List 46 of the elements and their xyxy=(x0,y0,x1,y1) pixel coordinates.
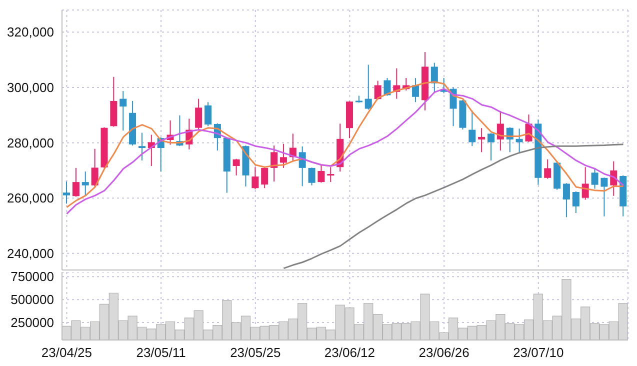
candlestick xyxy=(204,102,212,127)
x-tick-label: 23/06/26 xyxy=(418,345,470,360)
candlestick xyxy=(516,128,523,153)
candlestick xyxy=(572,190,580,214)
y-tick-label: 260,000 xyxy=(7,190,54,206)
candlestick xyxy=(82,171,89,197)
candlestick xyxy=(562,182,570,218)
candlestick xyxy=(327,166,334,183)
x-tick-label: 23/04/25 xyxy=(41,345,92,360)
candlestick xyxy=(232,158,240,176)
x-tick-label: 23/07/10 xyxy=(513,345,564,360)
candlestick xyxy=(120,90,127,132)
candlestick xyxy=(261,167,268,189)
candlestick xyxy=(468,110,476,147)
candlestick xyxy=(478,128,486,153)
candlestick xyxy=(412,78,420,103)
y-tick-label: 750000 xyxy=(10,269,54,284)
x-tick-label: 23/06/12 xyxy=(324,345,376,360)
candlestick xyxy=(138,132,146,161)
y-tick-label: 250000 xyxy=(10,315,54,330)
x-tick-label: 23/05/25 xyxy=(230,345,281,360)
line-series xyxy=(282,144,624,270)
candlestick xyxy=(374,80,382,100)
candlestick xyxy=(195,98,202,132)
candlestick xyxy=(544,158,552,180)
candlestick xyxy=(430,62,438,93)
candlestick xyxy=(270,145,278,182)
candlestick xyxy=(308,167,316,186)
y-tick-label: 280,000 xyxy=(7,135,54,150)
candlestick xyxy=(63,180,70,204)
candlestick xyxy=(318,164,325,184)
x-tick-label: 23/05/11 xyxy=(136,345,186,360)
candlestick xyxy=(280,143,287,168)
candlestick xyxy=(252,166,259,190)
candlestick xyxy=(582,166,589,200)
candlestick xyxy=(600,177,608,217)
y-tick-label: 320,000 xyxy=(7,24,54,40)
candlestick xyxy=(591,168,598,190)
candlestick xyxy=(91,148,98,188)
candlestick xyxy=(364,64,372,110)
candlestick xyxy=(496,110,504,152)
candlestick xyxy=(72,167,80,198)
y-tick-label: 500000 xyxy=(10,292,54,308)
candlestick xyxy=(488,132,494,161)
y-tick-label: 240,000 xyxy=(7,246,54,262)
y-tick-label: 300,000 xyxy=(7,80,54,96)
